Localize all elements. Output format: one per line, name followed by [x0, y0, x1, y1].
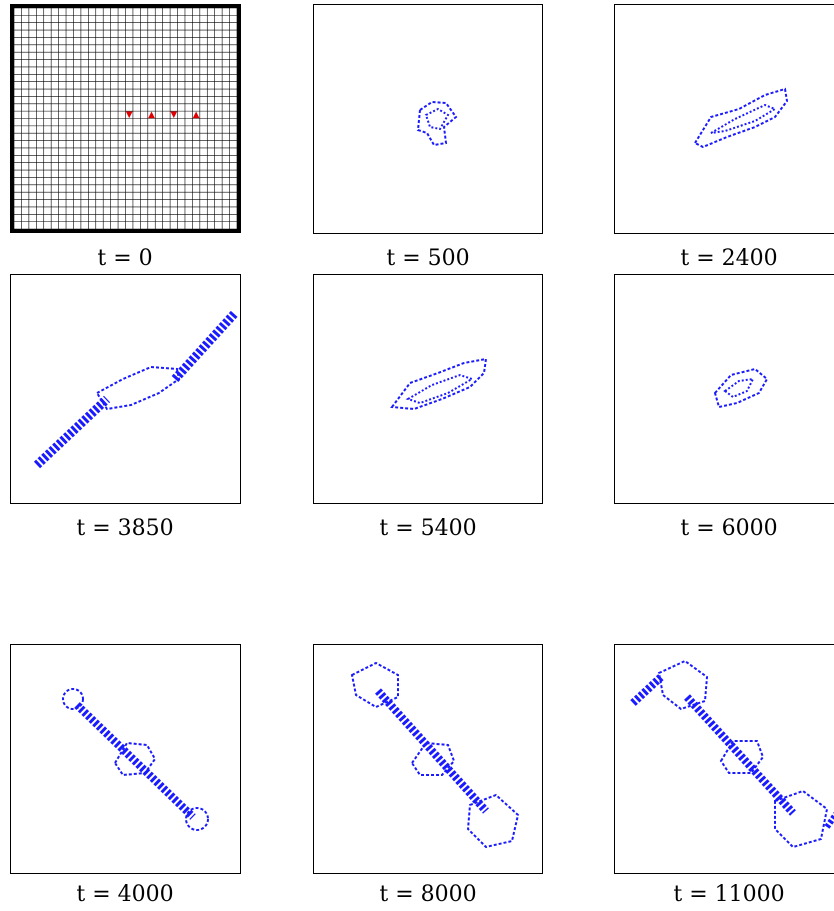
blob-end-top: [350, 661, 399, 709]
blob-t500: [416, 100, 458, 147]
blob-t2400-core: [710, 103, 778, 134]
grid-lattice: [14, 8, 237, 229]
frame-t8000: [313, 644, 543, 874]
caption-t11000: t = 11000: [673, 882, 785, 907]
pattern-t2400: [693, 87, 789, 149]
frame-t5400: [313, 274, 543, 504]
caption-t5400: t = 5400: [379, 516, 477, 541]
caption-t4000: t = 4000: [76, 882, 174, 907]
arm-left: [630, 674, 664, 706]
blob-center: [719, 740, 765, 774]
blob-end-bottom: [185, 807, 209, 831]
pattern-t3850: [33, 309, 239, 469]
caption-t2400: t = 2400: [680, 246, 778, 271]
blob-end-top: [657, 659, 709, 711]
pattern-t8000: [350, 661, 520, 849]
caption-t0: t = 0: [97, 246, 153, 271]
frame-t2400: [614, 4, 834, 234]
frame-t11000: [614, 644, 834, 874]
blob-t2400: [693, 87, 789, 149]
diagonal-arm: [375, 688, 489, 814]
caption-t3850: t = 3850: [76, 516, 174, 541]
blob-end-bottom: [774, 789, 829, 849]
caption-t6000: t = 6000: [680, 516, 778, 541]
diagonal-arm: [74, 702, 196, 820]
pattern-t4000: [62, 688, 209, 831]
caption-t8000: t = 8000: [379, 882, 477, 907]
frame-t3850: [10, 274, 241, 504]
arm-lower: [33, 395, 111, 469]
blob-t5400: [390, 357, 488, 411]
frame-t500: [313, 4, 543, 234]
blob-end-top: [62, 688, 84, 710]
marker-up-icon: [148, 111, 155, 119]
blob-t3850: [95, 365, 181, 411]
arm-right: [824, 811, 834, 829]
frame-t6000: [614, 274, 834, 504]
marker-up-icon: [192, 111, 200, 119]
pattern-t5400: [390, 357, 488, 411]
blob-t500-core: [424, 107, 450, 131]
grid-frame: [10, 4, 241, 233]
blob-t6000-core: [723, 377, 755, 399]
marker-down-icon: [170, 111, 178, 119]
diagonal-arm: [684, 694, 796, 816]
marker-down-icon: [125, 111, 133, 119]
blob-t6000: [713, 367, 769, 409]
arm-upper: [171, 309, 239, 383]
frame-t4000: [10, 644, 241, 874]
caption-t500: t = 500: [386, 246, 470, 271]
blob-end-bottom: [466, 793, 520, 849]
pattern-t6000: [713, 367, 769, 409]
pattern-t11000: [630, 659, 834, 849]
pattern-t500: [416, 100, 458, 147]
